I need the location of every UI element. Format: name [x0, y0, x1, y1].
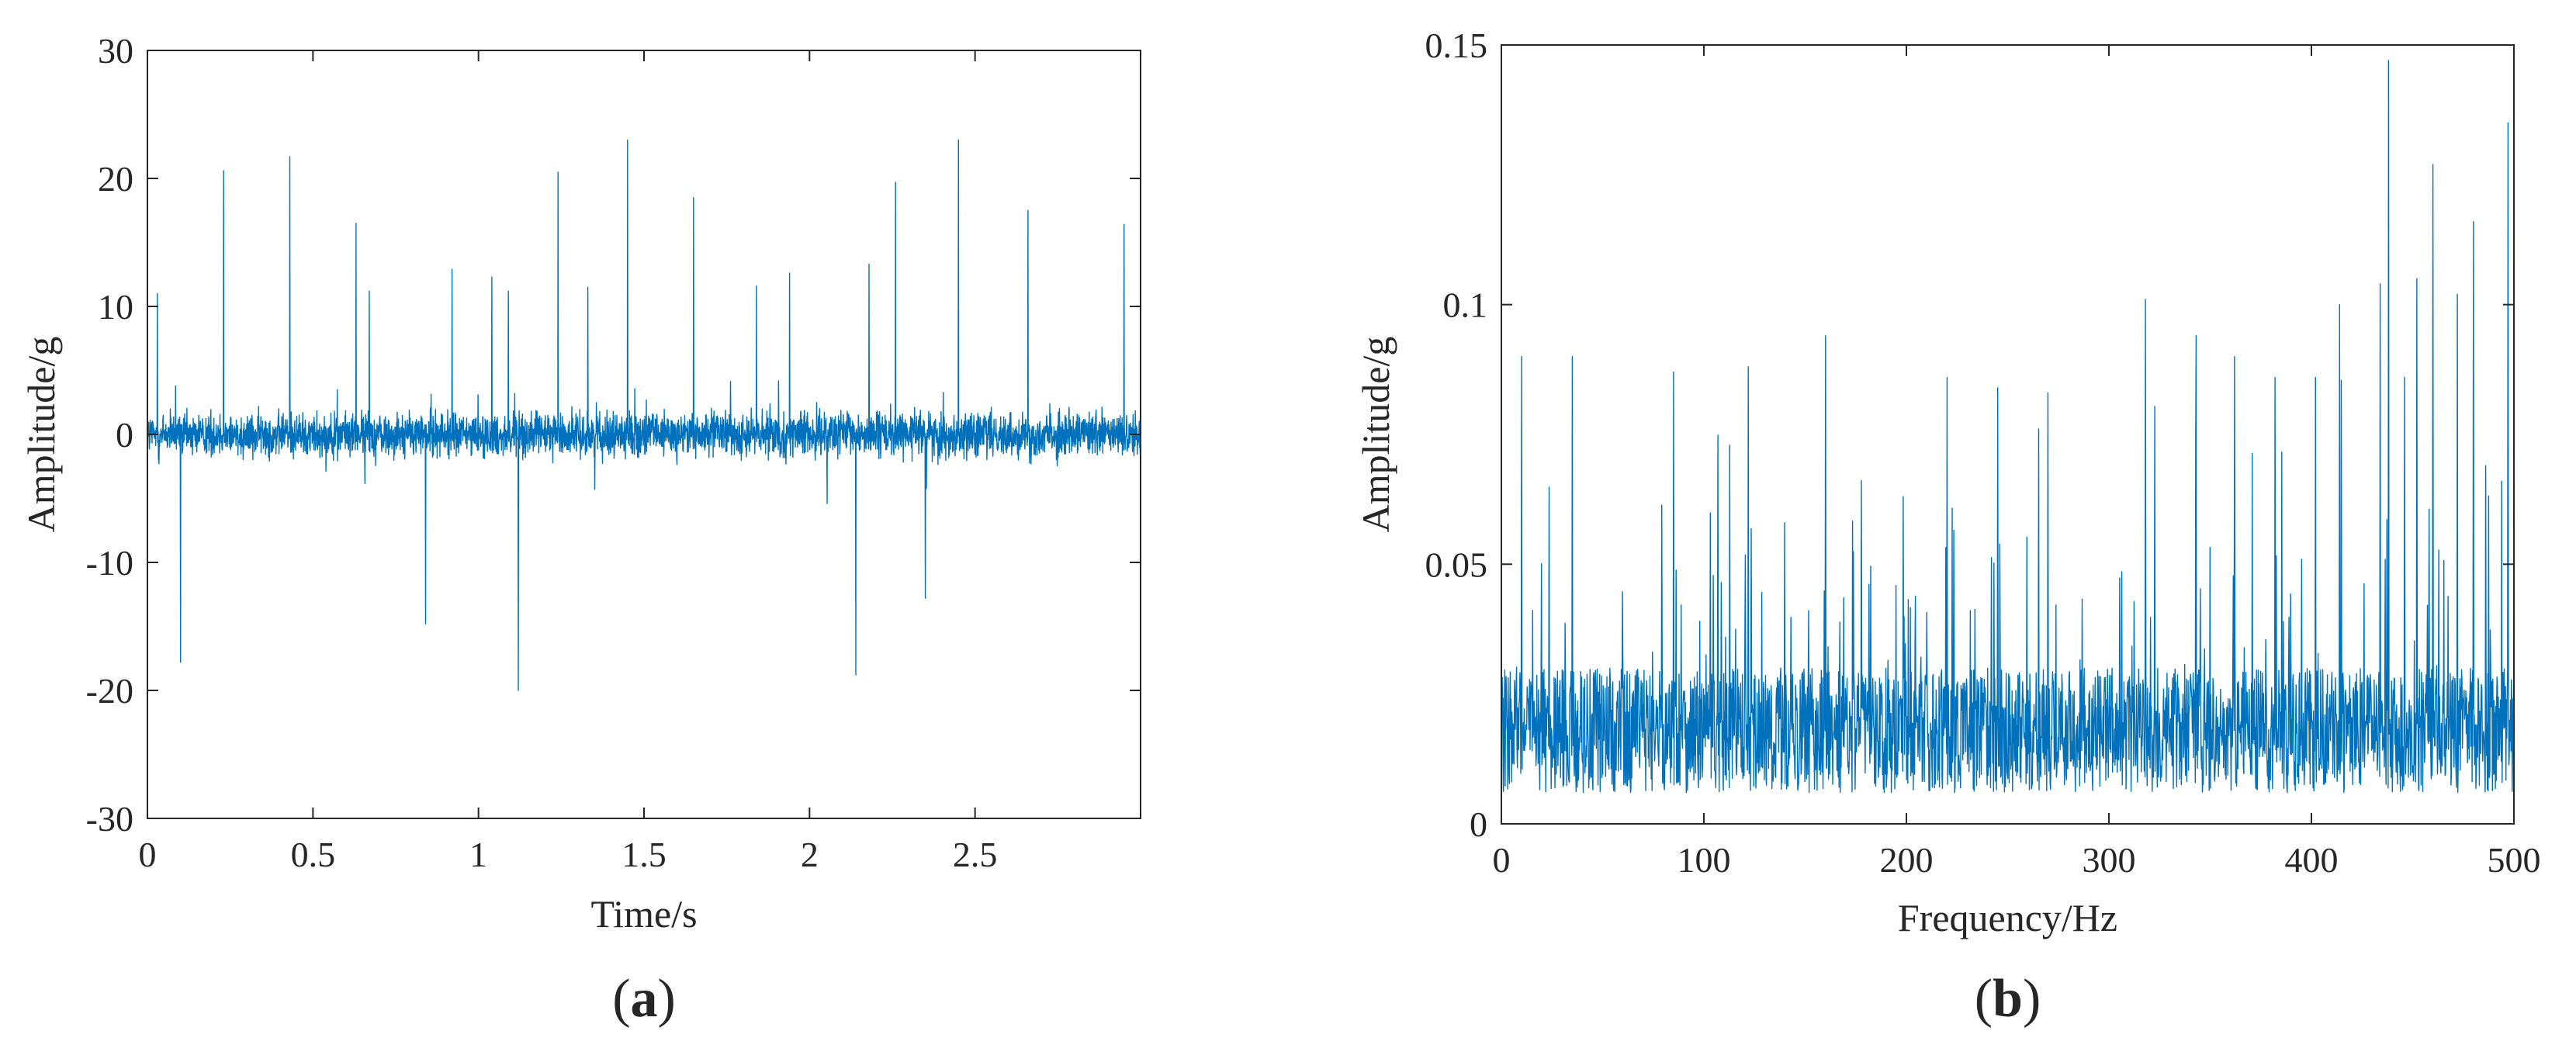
spectrum-y-ticks: 0 0.05 0.1 0.15	[1425, 26, 2514, 844]
x-tick-label: 2.5	[953, 835, 998, 874]
x-tick-label: 500	[2488, 840, 2541, 880]
panel-label-b-letter: b	[1993, 969, 2023, 1029]
x-tick-label: 1.5	[621, 835, 667, 874]
frequency-spectrum-chart: 0 100 200 300 400 500 0 0.05 0.1 0.15 Frequency/…	[1354, 26, 2541, 1029]
spectrum-line	[1501, 60, 2515, 794]
time-signal-line	[147, 139, 1141, 691]
spectrum-x-ticks: 0 100 200 300 400 500	[1493, 45, 2541, 880]
time-x-ticks: 0 0.5 1 1.5 2 2.5	[139, 50, 998, 874]
spectrum-y-axis-label: Amplitude/g	[1354, 337, 1397, 533]
y-tick-label: 0.1	[1443, 285, 1488, 325]
y-tick-label: -20	[86, 671, 133, 711]
panel-label-b: (b)	[1975, 969, 2041, 1029]
x-tick-label: 400	[2285, 840, 2339, 880]
x-tick-label: 0	[139, 835, 157, 874]
x-tick-label: 2	[801, 835, 819, 874]
x-tick-label: 0.5	[291, 835, 336, 874]
y-tick-label: 20	[98, 159, 133, 199]
y-tick-label: 10	[98, 287, 133, 327]
y-tick-label: -30	[86, 799, 133, 839]
time-y-ticks: -30 -20 -10 0 10 20 30	[86, 31, 1141, 839]
x-tick-label: 100	[1678, 840, 1731, 880]
y-tick-label: 0.05	[1425, 545, 1488, 584]
x-tick-label: 300	[2083, 840, 2136, 880]
spectrum-plot-frame	[1501, 44, 2515, 825]
time-x-axis-label: Time/s	[590, 892, 697, 936]
x-tick-label: 0	[1493, 840, 1511, 880]
panel-label-a: (a)	[612, 969, 676, 1029]
y-tick-label: 30	[98, 31, 133, 71]
time-y-axis-label: Amplitude/g	[19, 337, 63, 533]
panel-label-a-letter: a	[631, 969, 658, 1029]
spectrum-x-axis-label: Frequency/Hz	[1898, 896, 2117, 939]
time-domain-chart: 0 0.5 1 1.5 2 2.5 -30 -20 -10 0 10 20 30 Time/s Amp…	[19, 31, 1141, 1029]
y-tick-label: -10	[86, 543, 133, 583]
y-tick-label: 0	[1470, 804, 1487, 844]
x-tick-label: 200	[1880, 840, 1934, 880]
y-tick-label: 0	[116, 415, 133, 455]
x-tick-label: 1	[469, 835, 487, 874]
y-tick-label: 0.15	[1425, 26, 1488, 65]
